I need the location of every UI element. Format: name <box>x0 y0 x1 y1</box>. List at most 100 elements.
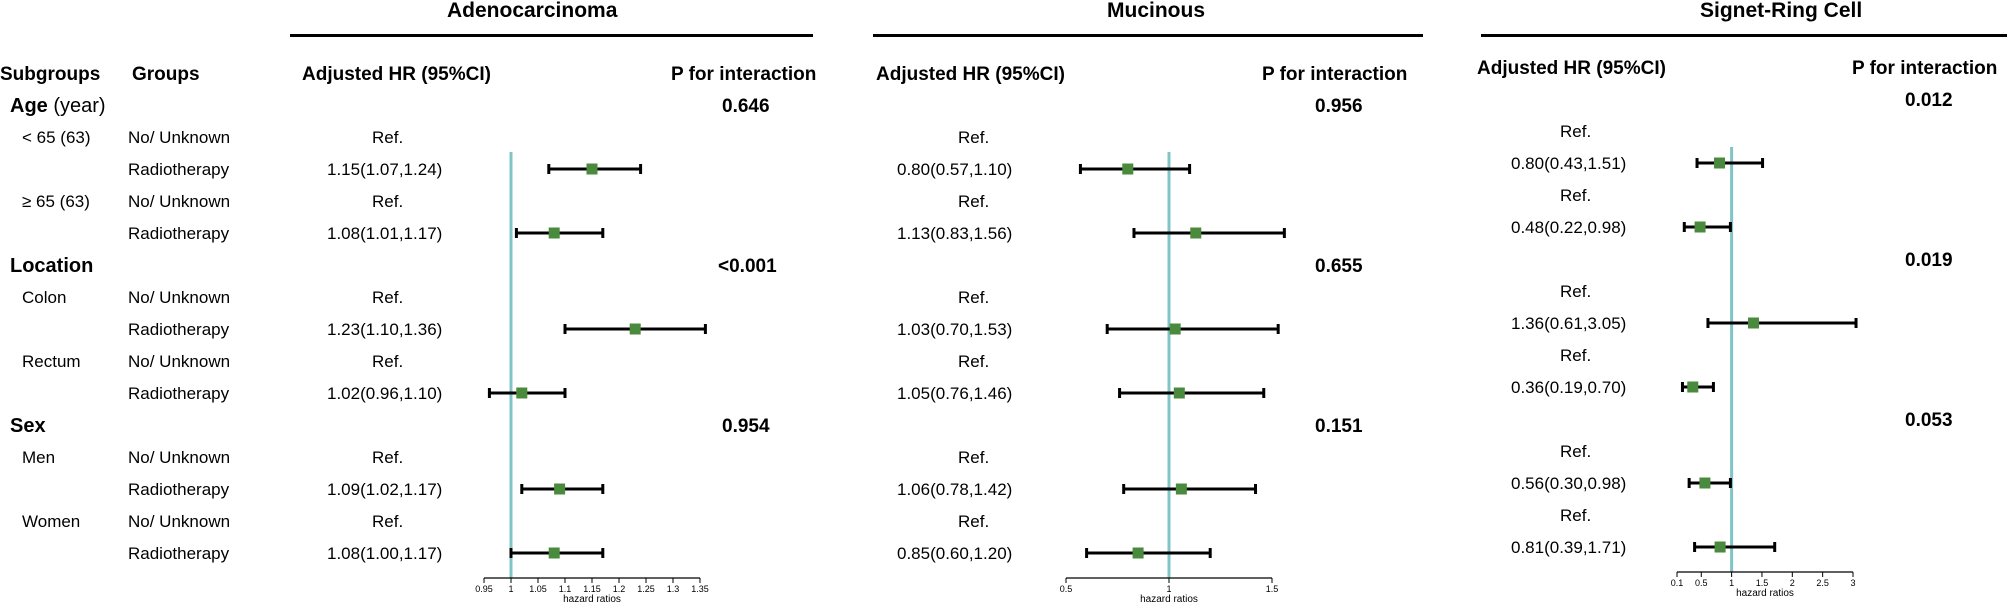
hr-label: 1.13(0.83,1.56) <box>897 224 1013 243</box>
ref-label: Ref. <box>1560 346 1592 365</box>
hr-marker <box>548 547 560 559</box>
group-label: No/ Unknown <box>128 128 231 147</box>
ref-label: Ref. <box>1560 442 1592 461</box>
section-sex: Sex <box>10 415 46 437</box>
hr-label: 0.80(0.57,1.10) <box>897 160 1013 179</box>
hr-label: 0.80(0.43,1.51) <box>1511 154 1627 173</box>
p-value: 0.019 <box>1905 250 1953 271</box>
hr-marker <box>1713 157 1725 169</box>
p-value: 0.012 <box>1905 90 1953 111</box>
ref-label: Ref. <box>958 288 990 307</box>
group-label: Radiotherapy <box>128 320 230 339</box>
x-tick-label: 1.2 <box>613 584 626 594</box>
group-label: No/ Unknown <box>128 352 231 371</box>
subgroup-label: Colon <box>22 288 67 307</box>
x-tick-label: 1.25 <box>637 584 655 594</box>
p-value: 0.655 <box>1315 256 1363 277</box>
group-label: No/ Unknown <box>128 288 231 307</box>
hr-label: 0.85(0.60,1.20) <box>897 544 1013 563</box>
p-value: <0.001 <box>718 256 777 277</box>
hr-marker <box>1175 483 1187 495</box>
ref-label: Ref. <box>958 128 990 147</box>
hr-marker <box>586 163 598 175</box>
group-label: Radiotherapy <box>128 224 230 243</box>
ref-label: Ref. <box>1560 122 1592 141</box>
x-tick-label: 1 <box>508 584 513 594</box>
x-axis-label: hazard ratios <box>563 594 621 604</box>
ref-label: Ref. <box>958 192 990 211</box>
ref-label: Ref. <box>1560 186 1592 205</box>
p-value: 0.646 <box>722 96 770 117</box>
hr-label: 1.03(0.70,1.53) <box>897 320 1013 339</box>
hr-label: 1.02(0.96,1.10) <box>327 384 443 403</box>
panel-title-rule <box>1481 34 2007 37</box>
p-value: 0.956 <box>1315 96 1363 117</box>
group-label: Radiotherapy <box>128 160 230 179</box>
group-label: No/ Unknown <box>128 192 231 211</box>
hr-label: 0.81(0.39,1.71) <box>1511 538 1627 557</box>
x-tick-label: 0.5 <box>1695 578 1708 588</box>
ref-label: Ref. <box>1560 282 1592 301</box>
hr-marker <box>548 227 560 239</box>
x-tick-label: 1.1 <box>559 584 572 594</box>
x-axis-label: hazard ratios <box>1140 594 1198 604</box>
col-header-hr: Adjusted HR (95%CI) <box>1477 58 1666 79</box>
subgroup-label: Men <box>22 448 56 467</box>
col-header-hr: Adjusted HR (95%CI) <box>302 64 491 85</box>
section-location: Location <box>10 255 94 277</box>
hr-marker <box>1714 541 1726 553</box>
col-header-groups: Groups <box>132 64 200 85</box>
ref-label: Ref. <box>372 192 404 211</box>
hr-label: 1.05(0.76,1.46) <box>897 384 1013 403</box>
section-age: Age (year) <box>10 96 106 116</box>
group-label: Radiotherapy <box>128 480 230 499</box>
section-age-unit: (year) <box>47 95 106 117</box>
hr-marker <box>1699 477 1711 489</box>
col-header-hr: Adjusted HR (95%CI) <box>876 64 1065 85</box>
hr-marker <box>1122 163 1134 175</box>
panel-title-adenocarcinoma: Adenocarcinoma <box>447 0 618 22</box>
hr-marker <box>516 387 528 399</box>
ref-label: Ref. <box>958 448 990 467</box>
hr-marker <box>1687 381 1699 393</box>
x-tick-label: 1.35 <box>691 584 709 594</box>
col-header-p: P for interaction <box>1262 64 1408 85</box>
hr-label: 1.08(1.00,1.17) <box>327 544 443 563</box>
subgroup-label: Women <box>22 512 81 531</box>
hr-marker <box>1190 227 1202 239</box>
ref-label: Ref. <box>372 512 404 531</box>
panel-title-mucinous: Mucinous <box>1107 0 1205 22</box>
hr-marker <box>1173 387 1185 399</box>
p-value: 0.053 <box>1905 410 1953 431</box>
x-tick-label: 2 <box>1790 578 1795 588</box>
hr-marker <box>1132 547 1144 559</box>
x-tick-label: 1.05 <box>529 584 547 594</box>
x-axis-label: hazard ratios <box>1736 588 1794 599</box>
hr-marker <box>1747 317 1759 329</box>
col-header-subgroups: Subgroups <box>0 64 101 85</box>
col-header-p: P for interaction <box>671 64 817 85</box>
x-tick-label: 3 <box>1850 578 1855 588</box>
p-value: 0.954 <box>722 416 770 437</box>
subgroup-label: Rectum <box>22 352 81 371</box>
x-tick-label: 1 <box>1729 578 1734 588</box>
x-tick-label: 0.1 <box>1671 578 1684 588</box>
group-label: Radiotherapy <box>128 544 230 563</box>
hr-label: 1.15(1.07,1.24) <box>327 160 443 179</box>
ref-label: Ref. <box>1560 506 1592 525</box>
hr-marker <box>1694 221 1706 233</box>
hr-label: 1.08(1.01,1.17) <box>327 224 443 243</box>
hr-label: 0.48(0.22,0.98) <box>1511 218 1627 237</box>
panel-title-rule <box>290 34 813 37</box>
x-tick-label: 1.3 <box>667 584 680 594</box>
hr-label: 0.56(0.30,0.98) <box>1511 474 1627 493</box>
hr-marker <box>554 483 566 495</box>
hr-marker <box>1169 323 1181 335</box>
x-tick-label: 2.5 <box>1816 578 1829 588</box>
subgroup-label: < 65 (63) <box>22 128 91 147</box>
x-tick-label: 1.5 <box>1266 584 1279 594</box>
x-tick-label: 1.15 <box>583 584 601 594</box>
group-label: No/ Unknown <box>128 448 231 467</box>
ref-label: Ref. <box>372 352 404 371</box>
